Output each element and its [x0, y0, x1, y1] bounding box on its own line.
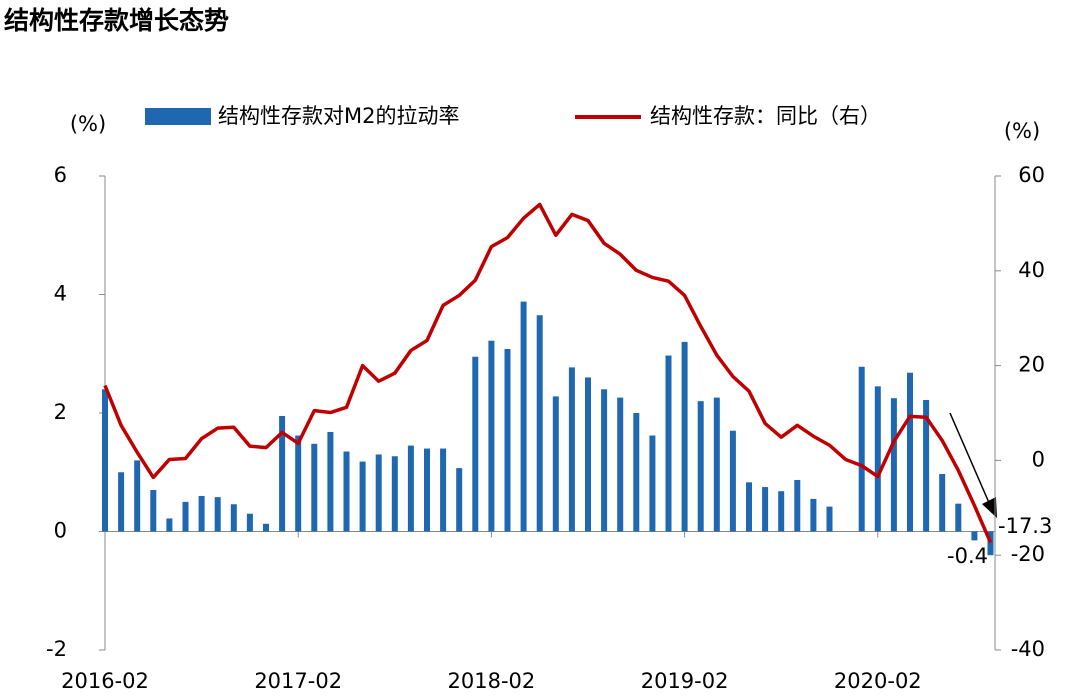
- x-tick-label: 2020-02: [834, 669, 922, 693]
- bar: [729, 430, 736, 532]
- bar: [295, 435, 302, 532]
- x-tick-label: 2019-02: [641, 669, 729, 693]
- bar: [923, 399, 930, 532]
- bar: [617, 397, 624, 532]
- legend-label: 结构性存款对M2的拉动率: [218, 104, 459, 128]
- bar: [118, 472, 125, 532]
- bar: [794, 479, 801, 532]
- bar: [456, 468, 463, 532]
- bar: [343, 451, 350, 532]
- legend-swatch: [145, 108, 211, 125]
- bar: [327, 431, 334, 532]
- bar: [214, 497, 221, 532]
- bar: [391, 456, 398, 532]
- x-tick-label: 2016-02: [61, 669, 149, 693]
- y-tick-label: 4: [54, 282, 67, 306]
- chart-title: 结构性存款增长态势: [4, 6, 229, 35]
- bar: [150, 490, 157, 532]
- bar: [488, 340, 495, 532]
- value-label: -0.4: [947, 544, 988, 568]
- y-tick-label: 6: [54, 163, 67, 187]
- y2-tick-label: 40: [1018, 258, 1045, 282]
- bar: [424, 448, 430, 532]
- y2-tick-label: 0: [1032, 447, 1045, 471]
- y-axis-label: (%): [70, 112, 106, 136]
- y2-tick-label: 60: [1018, 163, 1045, 187]
- bar: [890, 398, 897, 532]
- bar: [665, 355, 672, 532]
- bar: [198, 495, 205, 532]
- bar: [939, 474, 946, 532]
- annotation-arrow: [949, 412, 991, 506]
- bar: [826, 506, 833, 532]
- bar: [520, 301, 527, 532]
- bar: [858, 366, 865, 532]
- y2-axis-label: (%): [1004, 119, 1040, 143]
- bar: [134, 460, 141, 532]
- value-label: -17.3: [998, 514, 1052, 538]
- bar: [713, 397, 720, 532]
- bar: [375, 454, 382, 532]
- bar: [971, 531, 978, 541]
- bar: [601, 389, 608, 532]
- line: [103, 202, 993, 544]
- bar: [166, 518, 173, 532]
- bar: [230, 504, 237, 532]
- bar: [440, 448, 447, 532]
- bar: [504, 349, 511, 532]
- annotation-arrowhead: [982, 497, 997, 518]
- y-tick-label: 2: [54, 400, 67, 424]
- bar: [907, 372, 913, 532]
- bar: [359, 461, 366, 532]
- bar: [810, 498, 817, 532]
- bar: [263, 523, 269, 532]
- bar: [681, 341, 688, 532]
- bar: [955, 503, 962, 532]
- bar: [746, 482, 752, 532]
- y-tick-label: -2: [46, 637, 67, 661]
- bar: [697, 401, 704, 532]
- bar: [102, 389, 108, 532]
- bar: [472, 356, 479, 532]
- bar: [585, 377, 591, 532]
- legend-label: 结构性存款：同比（右）: [650, 104, 881, 128]
- bar: [987, 531, 994, 556]
- bar: [874, 386, 881, 532]
- bar: [279, 415, 286, 532]
- y2-tick-label: -40: [1011, 637, 1045, 661]
- y-tick-label: 0: [54, 519, 67, 543]
- y2-tick-label: 20: [1018, 353, 1045, 377]
- bar: [568, 367, 575, 532]
- bar: [311, 443, 318, 532]
- bar: [552, 396, 559, 532]
- bar: [407, 445, 414, 532]
- x-tick-label: 2018-02: [448, 669, 536, 693]
- bar: [633, 413, 640, 532]
- bar: [182, 501, 189, 532]
- bar: [246, 513, 253, 532]
- bar: [762, 487, 769, 532]
- bar: [778, 491, 785, 532]
- x-tick-label: 2017-02: [254, 669, 342, 693]
- bar: [536, 315, 543, 532]
- y2-tick-label: -20: [1011, 542, 1045, 566]
- bar: [649, 435, 656, 532]
